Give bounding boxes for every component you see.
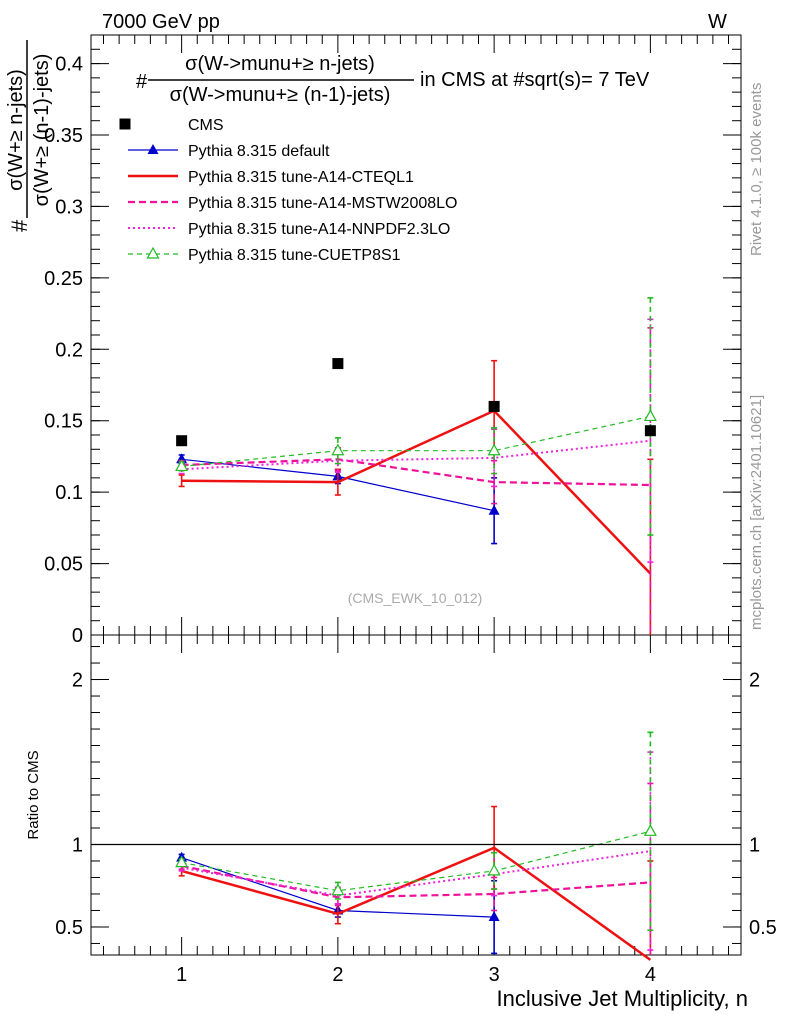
x-tick-label: 4 (645, 964, 656, 986)
main-point-cms (644, 425, 656, 437)
main-line-mstw (181, 458, 651, 487)
title-denominator: σ(W->munu+≥ (n-1)-jets) (170, 84, 391, 106)
legend-label-nnpdf: Pythia 8.315 tune-A14-NNPDF2.3LO (188, 221, 450, 238)
header-left: 7000 GeV pp (102, 11, 220, 33)
main-y-label: # σ(W+≥ n-jets) σ(W+≥ (n-1)-jets) (5, 40, 53, 232)
main-point-cms (488, 400, 500, 412)
ratio-line-mstw (181, 864, 651, 899)
x-axis: 1 2 3 4 (103, 35, 729, 986)
legend-label-default: Pythia 8.315 default (188, 143, 330, 160)
main-line-cuetp8s1 (181, 415, 651, 467)
ratio-marker-cuetp8s1 (331, 883, 345, 896)
header-right: W (708, 11, 727, 33)
x-tick-label: 3 (489, 964, 500, 986)
plot-title: # σ(W->munu+≥ n-jets) σ(W->munu+≥ (n-1)-… (136, 53, 650, 106)
main-marker-default (488, 504, 500, 515)
ratio-y-tick-label: 2 (72, 670, 83, 692)
ratio-marker-default (488, 911, 500, 922)
title-hash: # (136, 71, 148, 93)
main-y-label-denominator: σ(W+≥ (n-1)-jets) (31, 54, 53, 207)
x-axis-label: Inclusive Jet Multiplicity, n (497, 986, 748, 1011)
ratio-y-tick-label-right: 2 (749, 670, 760, 692)
ratio-y-tick-label-right: 0.5 (749, 917, 777, 939)
ratio-y-tick-label: 1 (72, 834, 83, 856)
main-y-tick-label: 0.3 (55, 196, 83, 218)
main-y-tick-label: 0.35 (44, 125, 83, 147)
main-y-tick-label: 0.1 (55, 482, 83, 504)
mcplots-label: mcplots.cern.ch [arXiv:2401.10621] (748, 395, 765, 630)
main-marker-cuetp8s1 (643, 409, 657, 422)
main-marker-cuetp8s1 (331, 443, 345, 456)
ratio-marker-cuetp8s1 (487, 863, 501, 876)
ratio-marker-cuetp8s1 (643, 824, 657, 836)
legend-marker-cuetp8s1 (146, 246, 160, 259)
main-line-nnpdf (181, 439, 651, 471)
ratio-line-cuetp8s1 (181, 830, 651, 892)
main-point-cms (332, 358, 344, 370)
main-y-tick-label: 0.2 (55, 339, 83, 361)
title-suffix: in CMS at #sqrt(s)= 7 TeV (420, 69, 650, 91)
main-marker-cuetp8s1 (175, 459, 189, 472)
main-y-tick-label: 0.25 (44, 268, 83, 290)
rivet-label: Rivet 4.1.0, ≥ 100k events (748, 83, 765, 256)
main-y-tick-label: 0 (72, 625, 83, 647)
ratio-marker-cuetp8s1 (175, 855, 189, 868)
legend-label-mstw: Pythia 8.315 tune-A14-MSTW2008LO (188, 195, 457, 212)
main-y-axis: 0 0.05 0.1 0.15 0.2 0.25 0.3 0.35 0.4 (44, 48, 741, 647)
ratio-y-label: Ratio to CMS (25, 750, 42, 839)
ratio-line-nnpdf (181, 850, 651, 897)
ratio-plot-frame (90, 634, 742, 956)
ratio-y-axis: 0.5 0.5 1 1 2 2 (55, 646, 777, 944)
ratio-y-tick-label: 0.5 (55, 917, 83, 939)
main-point-cms (176, 435, 188, 447)
ratio-y-tick-label-right: 1 (749, 834, 760, 856)
legend-label-cms: CMS (188, 117, 224, 134)
legend-label-cteql1: Pythia 8.315 tune-A14-CTEQL1 (188, 169, 414, 186)
main-line-cteql1 (181, 409, 652, 575)
title-numerator: σ(W->munu+≥ n-jets) (185, 53, 375, 75)
analysis-watermark: (CMS_EWK_10_012) (348, 590, 483, 606)
main-y-label-numerator: σ(W+≥ n-jets) (5, 69, 27, 191)
main-series-layer (175, 297, 657, 635)
legend-marker-cms (119, 118, 131, 130)
ratio-series-layer (175, 731, 657, 961)
main-y-tick-label: 0.15 (44, 411, 83, 433)
main-y-label-hash: # (7, 219, 32, 232)
legend-marker-default (147, 144, 159, 154)
main-y-tick-label: 0.4 (55, 54, 83, 76)
legend-label-cuetp8s1: Pythia 8.315 tune-CUETP8S1 (188, 247, 401, 264)
x-tick-label: 1 (176, 964, 187, 986)
legend: CMS Pythia 8.315 default Pythia 8.315 tune… (119, 117, 457, 264)
main-y-tick-label: 0.05 (44, 554, 83, 576)
x-tick-label: 2 (332, 964, 343, 986)
ratio-line-cteql1 (181, 846, 652, 961)
main-marker-cuetp8s1 (487, 443, 501, 456)
